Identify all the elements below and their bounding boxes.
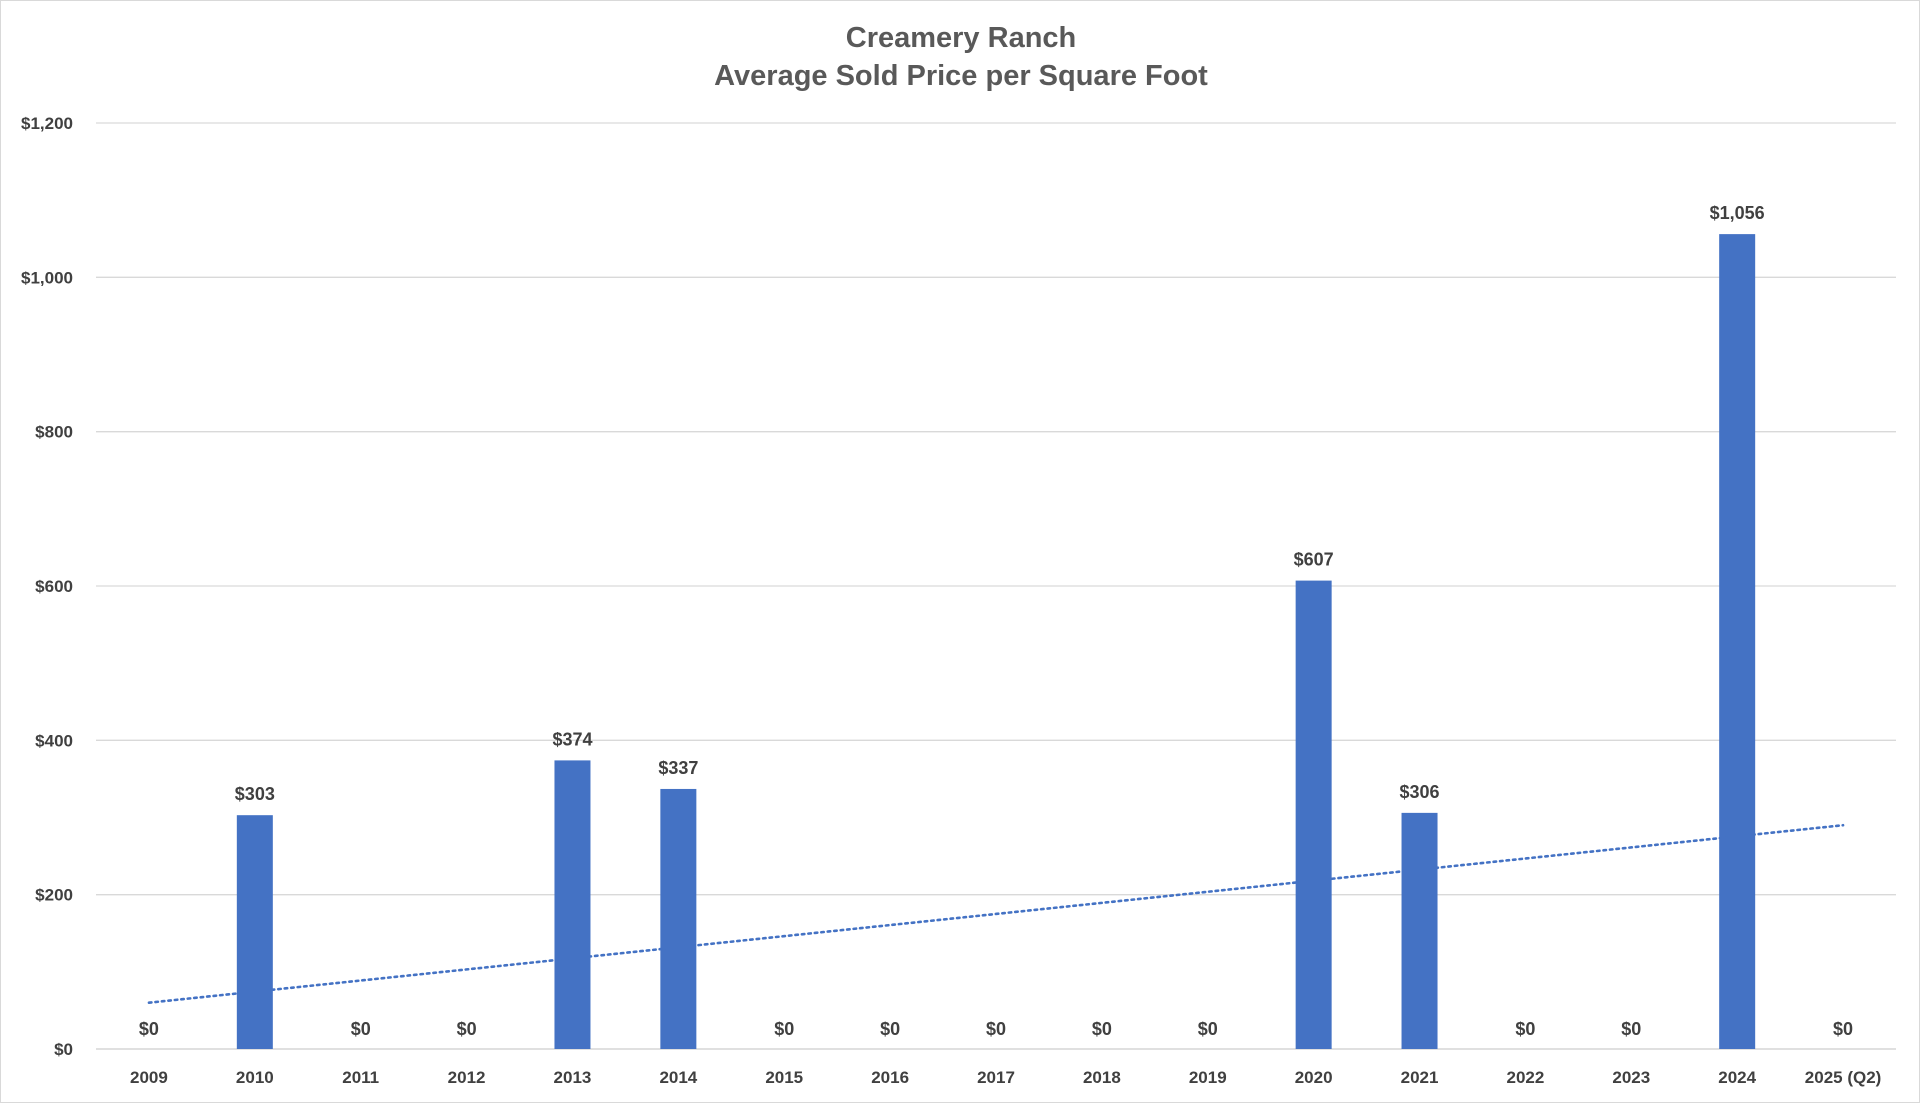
bar-2024 (1719, 234, 1756, 1049)
data-label: $374 (552, 729, 592, 749)
y-tick-label: $800 (35, 423, 73, 442)
data-label: $337 (658, 758, 698, 778)
gridlines (96, 122, 1896, 1050)
data-label: $0 (880, 1019, 900, 1039)
y-tick-label: $0 (54, 1040, 73, 1059)
x-tick-label: 2021 (1401, 1068, 1439, 1087)
bar-2021 (1401, 812, 1438, 1049)
x-tick-label: 2016 (871, 1068, 909, 1087)
data-label: $0 (139, 1019, 159, 1039)
y-tick-label: $1,000 (21, 268, 73, 287)
bars (236, 234, 1756, 1049)
bar-2014 (660, 788, 697, 1049)
data-label: $0 (1621, 1019, 1641, 1039)
x-tick-label: 2018 (1083, 1068, 1121, 1087)
data-label: $0 (1515, 1019, 1535, 1039)
y-tick-label: $400 (35, 731, 73, 750)
chart-title: Creamery Ranch (845, 22, 1077, 54)
chart-title-block: Creamery Ranch Average Sold Price per Sq… (1, 19, 1920, 95)
bar-2010 (236, 815, 273, 1049)
x-tick-label: 2013 (554, 1068, 592, 1087)
data-label: $303 (235, 784, 275, 804)
x-tick-label: 2015 (765, 1068, 803, 1087)
x-tick-label: 2025 (Q2) (1805, 1068, 1882, 1087)
y-tick-label: $1,200 (21, 114, 73, 133)
x-tick-label: 2024 (1718, 1068, 1756, 1087)
x-tick-label: 2010 (236, 1068, 274, 1087)
data-label: $607 (1294, 550, 1334, 570)
data-label: $306 (1400, 782, 1440, 802)
data-label: $0 (1833, 1019, 1853, 1039)
y-axis-tick-labels: $0 $200 $400 $600 $800 $1,000 $1,200 (21, 114, 73, 1059)
y-tick-label: $600 (35, 577, 73, 596)
x-tick-label: 2020 (1295, 1068, 1333, 1087)
data-label: $0 (774, 1019, 794, 1039)
x-tick-label: 2009 (130, 1068, 168, 1087)
data-label: $1,056 (1710, 203, 1765, 223)
x-tick-label: 2014 (659, 1068, 697, 1087)
bar-2013 (554, 760, 591, 1049)
bar-2020 (1295, 580, 1332, 1049)
x-tick-label: 2019 (1189, 1068, 1227, 1087)
x-axis-tick-labels: 2009 2010 2011 2012 2013 2014 2015 2016 2017 2018… (130, 1068, 1881, 1087)
y-tick-label: $200 (35, 886, 73, 905)
x-tick-label: 2017 (977, 1068, 1015, 1087)
chart-subtitle: Average Sold Price per Square Foot (714, 60, 1208, 92)
data-label: $0 (1198, 1019, 1218, 1039)
x-tick-label: 2011 (342, 1068, 379, 1087)
data-label: $0 (457, 1019, 477, 1039)
x-tick-label: 2012 (448, 1068, 486, 1087)
x-tick-label: 2022 (1506, 1068, 1544, 1087)
data-labels: $0 $303 $0 $0 $374 $337 $0 $0 $0 $0 $0 $607 $306 $0 $0… (139, 203, 1853, 1039)
data-label: $0 (351, 1019, 371, 1039)
x-tick-label: 2023 (1612, 1068, 1650, 1087)
data-label: $0 (1092, 1019, 1112, 1039)
data-label: $0 (986, 1019, 1006, 1039)
trendline-layer (147, 823, 1845, 1005)
trendline (147, 823, 1845, 1005)
